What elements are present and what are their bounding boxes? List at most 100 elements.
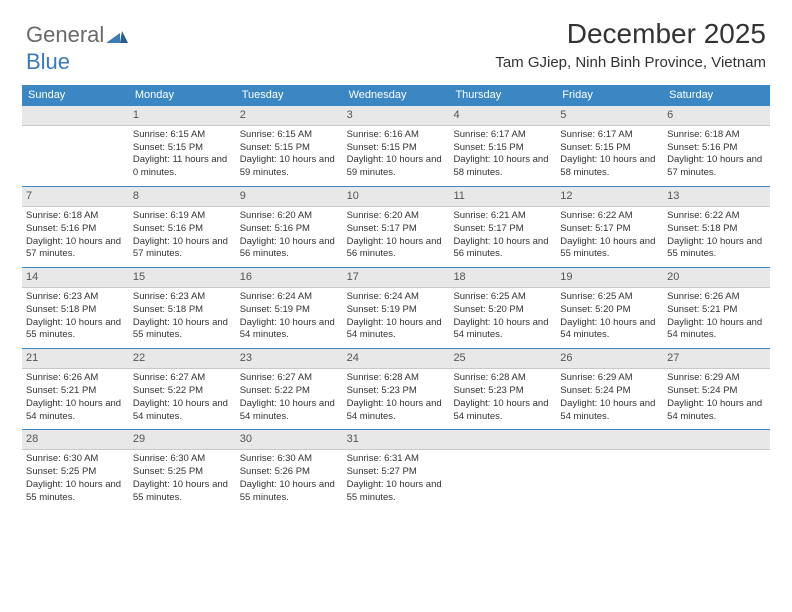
day-number <box>22 106 129 126</box>
day-number: 8 <box>129 187 236 207</box>
sunset-text: Sunset: 5:21 PM <box>26 385 125 398</box>
daylight-text: Daylight: 10 hours and 54 minutes. <box>240 398 339 424</box>
day-cell: 5Sunrise: 6:17 AMSunset: 5:15 PMDaylight… <box>556 106 663 186</box>
sunset-text: Sunset: 5:16 PM <box>26 223 125 236</box>
day-number: 2 <box>236 106 343 126</box>
day-cell: 21Sunrise: 6:26 AMSunset: 5:21 PMDayligh… <box>22 349 129 429</box>
day-cell: 9Sunrise: 6:20 AMSunset: 5:16 PMDaylight… <box>236 187 343 267</box>
day-cell: 2Sunrise: 6:15 AMSunset: 5:15 PMDaylight… <box>236 106 343 186</box>
sunset-text: Sunset: 5:25 PM <box>26 466 125 479</box>
daylight-text: Daylight: 10 hours and 55 minutes. <box>347 479 446 505</box>
daylight-text: Daylight: 10 hours and 54 minutes. <box>347 317 446 343</box>
day-cell: 16Sunrise: 6:24 AMSunset: 5:19 PMDayligh… <box>236 268 343 348</box>
daylight-text: Daylight: 10 hours and 54 minutes. <box>667 317 766 343</box>
daylight-text: Daylight: 10 hours and 55 minutes. <box>560 236 659 262</box>
day-number: 11 <box>449 187 556 207</box>
daylight-text: Daylight: 10 hours and 54 minutes. <box>347 398 446 424</box>
sunset-text: Sunset: 5:17 PM <box>453 223 552 236</box>
sunrise-text: Sunrise: 6:18 AM <box>26 210 125 223</box>
page-subtitle: Tam GJiep, Ninh Binh Province, Vietnam <box>26 54 766 71</box>
sunrise-text: Sunrise: 6:22 AM <box>667 210 766 223</box>
day-number: 20 <box>663 268 770 288</box>
sunrise-text: Sunrise: 6:15 AM <box>240 129 339 142</box>
day-number: 25 <box>449 349 556 369</box>
day-cell: 29Sunrise: 6:30 AMSunset: 5:25 PMDayligh… <box>129 430 236 510</box>
day-cell: 10Sunrise: 6:20 AMSunset: 5:17 PMDayligh… <box>343 187 450 267</box>
daylight-text: Daylight: 10 hours and 54 minutes. <box>560 398 659 424</box>
daylight-text: Daylight: 10 hours and 55 minutes. <box>26 317 125 343</box>
day-cell: 4Sunrise: 6:17 AMSunset: 5:15 PMDaylight… <box>449 106 556 186</box>
day-cell: 26Sunrise: 6:29 AMSunset: 5:24 PMDayligh… <box>556 349 663 429</box>
sunset-text: Sunset: 5:25 PM <box>133 466 232 479</box>
day-number: 14 <box>22 268 129 288</box>
daylight-text: Daylight: 10 hours and 54 minutes. <box>667 398 766 424</box>
daylight-text: Daylight: 11 hours and 0 minutes. <box>133 154 232 180</box>
day-number: 27 <box>663 349 770 369</box>
page-title: December 2025 <box>26 18 766 50</box>
day-cell: 19Sunrise: 6:25 AMSunset: 5:20 PMDayligh… <box>556 268 663 348</box>
daylight-text: Daylight: 10 hours and 54 minutes. <box>133 398 232 424</box>
day-number: 24 <box>343 349 450 369</box>
weekday-label: Tuesday <box>236 85 343 106</box>
daylight-text: Daylight: 10 hours and 55 minutes. <box>133 479 232 505</box>
day-number: 21 <box>22 349 129 369</box>
day-cell: 7Sunrise: 6:18 AMSunset: 5:16 PMDaylight… <box>22 187 129 267</box>
daylight-text: Daylight: 10 hours and 58 minutes. <box>453 154 552 180</box>
day-number: 26 <box>556 349 663 369</box>
day-cell: 28Sunrise: 6:30 AMSunset: 5:25 PMDayligh… <box>22 430 129 510</box>
day-number: 6 <box>663 106 770 126</box>
sunrise-text: Sunrise: 6:27 AM <box>133 372 232 385</box>
daylight-text: Daylight: 10 hours and 56 minutes. <box>453 236 552 262</box>
sunrise-text: Sunrise: 6:27 AM <box>240 372 339 385</box>
weekday-label: Saturday <box>663 85 770 106</box>
weekday-label: Sunday <box>22 85 129 106</box>
sunrise-text: Sunrise: 6:21 AM <box>453 210 552 223</box>
sunrise-text: Sunrise: 6:26 AM <box>26 372 125 385</box>
day-number: 31 <box>343 430 450 450</box>
day-cell: 15Sunrise: 6:23 AMSunset: 5:18 PMDayligh… <box>129 268 236 348</box>
sunrise-text: Sunrise: 6:23 AM <box>26 291 125 304</box>
day-cell: 27Sunrise: 6:29 AMSunset: 5:24 PMDayligh… <box>663 349 770 429</box>
day-number: 1 <box>129 106 236 126</box>
day-number: 9 <box>236 187 343 207</box>
day-cell: 31Sunrise: 6:31 AMSunset: 5:27 PMDayligh… <box>343 430 450 510</box>
logo-word1: General <box>26 22 104 47</box>
week-row: 28Sunrise: 6:30 AMSunset: 5:25 PMDayligh… <box>22 430 770 510</box>
week-row: 1Sunrise: 6:15 AMSunset: 5:15 PMDaylight… <box>22 106 770 186</box>
day-number: 12 <box>556 187 663 207</box>
daylight-text: Daylight: 10 hours and 54 minutes. <box>560 317 659 343</box>
sunrise-text: Sunrise: 6:25 AM <box>453 291 552 304</box>
sunrise-text: Sunrise: 6:29 AM <box>667 372 766 385</box>
day-number: 4 <box>449 106 556 126</box>
sunset-text: Sunset: 5:17 PM <box>560 223 659 236</box>
weekday-label: Wednesday <box>343 85 450 106</box>
daylight-text: Daylight: 10 hours and 55 minutes. <box>26 479 125 505</box>
day-cell: 17Sunrise: 6:24 AMSunset: 5:19 PMDayligh… <box>343 268 450 348</box>
sunrise-text: Sunrise: 6:23 AM <box>133 291 232 304</box>
week-row: 21 Sunrise: 6:26 AMSunset: 5:21 PM Dayligh… <box>22 349 770 429</box>
sunrise-text: Sunrise: 6:16 AM <box>347 129 446 142</box>
daylight-text: Daylight: 10 hours and 56 minutes. <box>347 236 446 262</box>
sunset-text: Sunset: 5:18 PM <box>133 304 232 317</box>
day-cell <box>449 430 556 510</box>
day-number: 13 <box>663 187 770 207</box>
weeks-container: 1Sunrise: 6:15 AMSunset: 5:15 PMDaylight… <box>22 106 770 510</box>
logo-mark-icon <box>106 23 128 49</box>
sunset-text: Sunset: 5:21 PM <box>667 304 766 317</box>
sunset-text: Sunset: 5:22 PM <box>240 385 339 398</box>
sunset-text: Sunset: 5:15 PM <box>240 142 339 155</box>
day-number: 28 <box>22 430 129 450</box>
day-number: 18 <box>449 268 556 288</box>
daylight-text: Daylight: 10 hours and 57 minutes. <box>667 154 766 180</box>
daylight-text: Daylight: 10 hours and 59 minutes. <box>347 154 446 180</box>
day-cell: 8Sunrise: 6:19 AMSunset: 5:16 PMDaylight… <box>129 187 236 267</box>
sunrise-text: Sunrise: 6:24 AM <box>240 291 339 304</box>
day-cell: 3Sunrise: 6:16 AMSunset: 5:15 PMDaylight… <box>343 106 450 186</box>
sunrise-text: Sunrise: 6:20 AM <box>347 210 446 223</box>
sunset-text: Sunset: 5:15 PM <box>560 142 659 155</box>
day-number: 7 <box>22 187 129 207</box>
day-number: 19 <box>556 268 663 288</box>
day-cell: 1Sunrise: 6:15 AMSunset: 5:15 PMDaylight… <box>129 106 236 186</box>
sunset-text: Sunset: 5:24 PM <box>560 385 659 398</box>
logo: General Blue <box>26 22 128 75</box>
